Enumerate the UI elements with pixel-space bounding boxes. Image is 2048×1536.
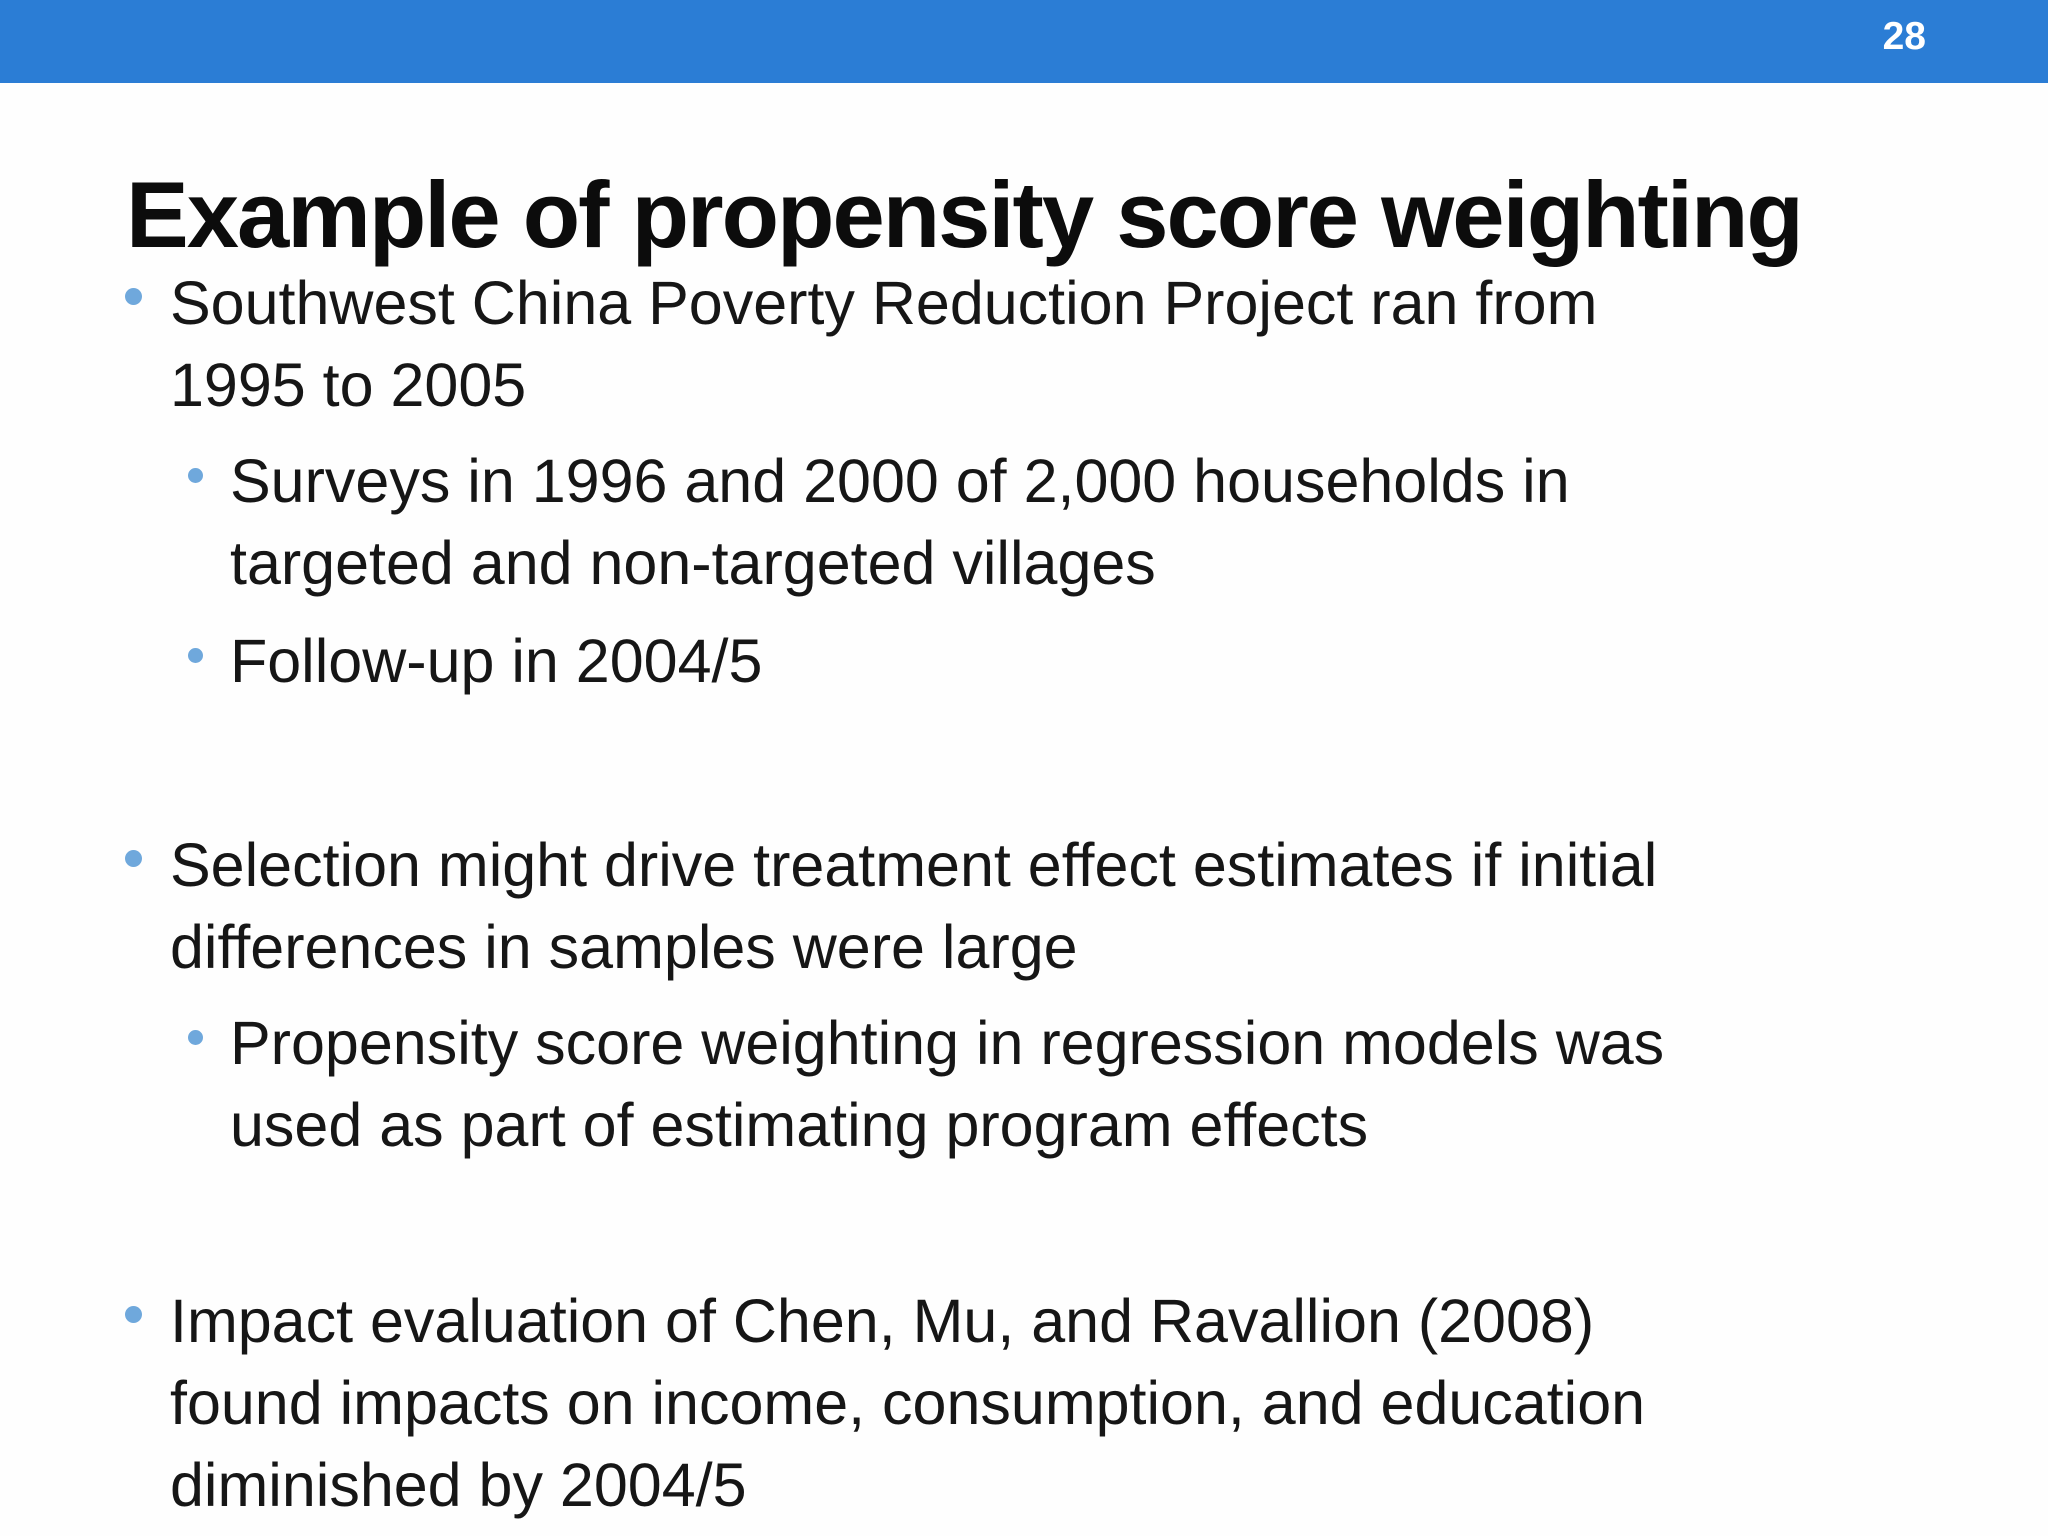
bullet-item: Selection might drive treatment effect e… xyxy=(0,824,2048,988)
bullet-text: Follow-up in 2004/5 xyxy=(230,620,2048,702)
bullet-icon xyxy=(125,1306,142,1323)
bullet-icon xyxy=(188,648,203,663)
bullet-line: Propensity score weighting in regression… xyxy=(230,1009,1665,1077)
bullet-list: Southwest China Poverty Reduction Projec… xyxy=(0,262,2048,1526)
bullet-line: Surveys in 1996 and 2000 of 2,000 househ… xyxy=(230,447,1570,515)
bullet-line: targeted and non-targeted villages xyxy=(230,529,1156,597)
bullet-line: used as part of estimating program effec… xyxy=(230,1091,1369,1159)
bullet-icon xyxy=(125,288,142,305)
bullet-text: Southwest China Poverty Reduction Projec… xyxy=(170,262,2048,426)
bullet-line: diminished by 2004/5 xyxy=(170,1451,747,1519)
bullet-text: Propensity score weighting in regression… xyxy=(230,1002,2048,1166)
bullet-icon xyxy=(188,468,203,483)
bullet-line: 1995 to 2005 xyxy=(170,351,527,419)
bullet-icon xyxy=(125,850,142,867)
bullet-text: Surveys in 1996 and 2000 of 2,000 househ… xyxy=(230,440,2048,604)
bullet-item: Follow-up in 2004/5 xyxy=(0,620,2048,702)
slide-title: Example of propensity score weighting xyxy=(126,161,1804,267)
bullet-line: Southwest China Poverty Reduction Projec… xyxy=(170,269,1598,337)
bullet-line: differences in samples were large xyxy=(170,913,1078,981)
bullet-line: found impacts on income, consumption, an… xyxy=(170,1369,1646,1437)
bullet-item: Impact evaluation of Chen, Mu, and Raval… xyxy=(0,1280,2048,1526)
page-number: 28 xyxy=(1882,15,1926,58)
bullet-item: Propensity score weighting in regression… xyxy=(0,1002,2048,1166)
bullet-text: Impact evaluation of Chen, Mu, and Raval… xyxy=(170,1280,2048,1526)
bullet-line: Impact evaluation of Chen, Mu, and Raval… xyxy=(170,1287,1595,1355)
bullet-line: Selection might drive treatment effect e… xyxy=(170,831,1658,899)
header-bar xyxy=(0,0,2048,83)
bullet-icon xyxy=(188,1030,203,1045)
bullet-line: Follow-up in 2004/5 xyxy=(230,627,763,695)
bullet-item: Surveys in 1996 and 2000 of 2,000 househ… xyxy=(0,440,2048,604)
bullet-item: Southwest China Poverty Reduction Projec… xyxy=(0,262,2048,426)
bullet-text: Selection might drive treatment effect e… xyxy=(170,824,2048,988)
